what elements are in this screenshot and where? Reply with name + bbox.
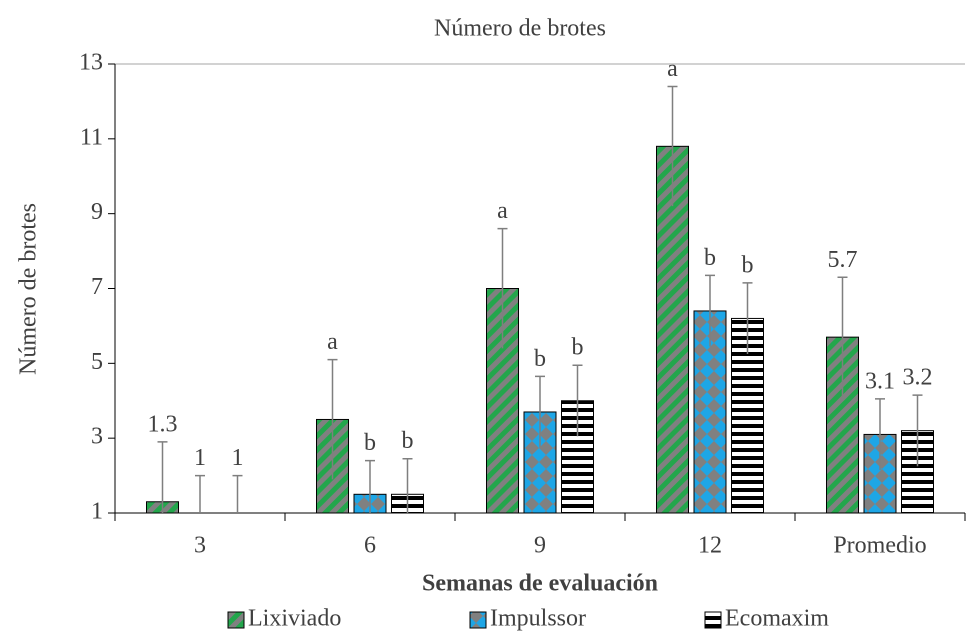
error-bar <box>875 398 885 470</box>
data-label: a <box>667 56 678 82</box>
x-tick-label: 6 <box>364 533 376 559</box>
chart-title: Número de brotes <box>434 16 606 42</box>
error-bar <box>497 227 508 349</box>
x-tick-label: Promedio <box>833 533 926 559</box>
y-tick-label: 1 <box>91 499 103 525</box>
error-bar <box>535 375 545 448</box>
y-tick-label: 11 <box>80 124 103 150</box>
legend-label: Impulssor <box>490 606 586 632</box>
error-bar <box>912 394 923 467</box>
data-label: b <box>742 252 754 278</box>
legend-swatch <box>227 611 245 629</box>
data-label: b <box>572 335 584 361</box>
error-bar <box>402 457 413 513</box>
y-tick-label: 3 <box>91 424 103 450</box>
legend-swatch <box>469 611 487 629</box>
data-label: 3.2 <box>903 365 933 391</box>
data-label: a <box>497 198 508 224</box>
data-label: 1 <box>194 445 206 471</box>
data-label: b <box>364 430 376 456</box>
data-label: 1 <box>232 445 244 471</box>
x-axis-label: Semanas de evaluación <box>422 571 658 597</box>
error-bar <box>705 274 715 347</box>
y-tick-label: 5 <box>91 349 103 375</box>
data-label: 1.3 <box>148 411 178 437</box>
legend-swatch <box>704 611 722 629</box>
error-bar <box>837 276 848 398</box>
error-bar <box>157 441 168 513</box>
y-tick-label: 13 <box>79 50 103 76</box>
legend-label: Lixiviado <box>248 606 341 632</box>
y-tick-label: 7 <box>91 274 103 300</box>
y-tick-label: 9 <box>91 199 103 225</box>
data-label: b <box>402 428 414 454</box>
bar <box>656 145 689 514</box>
y-axis-label: Número de brotes <box>16 203 42 375</box>
data-label: b <box>534 346 546 372</box>
error-bar <box>195 474 205 513</box>
error-bar <box>572 364 583 437</box>
data-label: 3.1 <box>865 368 895 394</box>
x-tick-label: 3 <box>194 533 206 559</box>
error-bar <box>667 85 678 207</box>
data-label: b <box>704 245 716 271</box>
error-bar <box>327 358 338 480</box>
error-bar <box>742 282 753 354</box>
legend-label: Ecomaxim <box>725 606 829 632</box>
error-bar <box>365 459 375 513</box>
data-label: 5.7 <box>828 247 858 273</box>
x-tick-label: 9 <box>534 533 546 559</box>
data-label: a <box>327 329 338 355</box>
x-tick-label: 12 <box>698 533 722 559</box>
error-bar <box>232 474 243 513</box>
